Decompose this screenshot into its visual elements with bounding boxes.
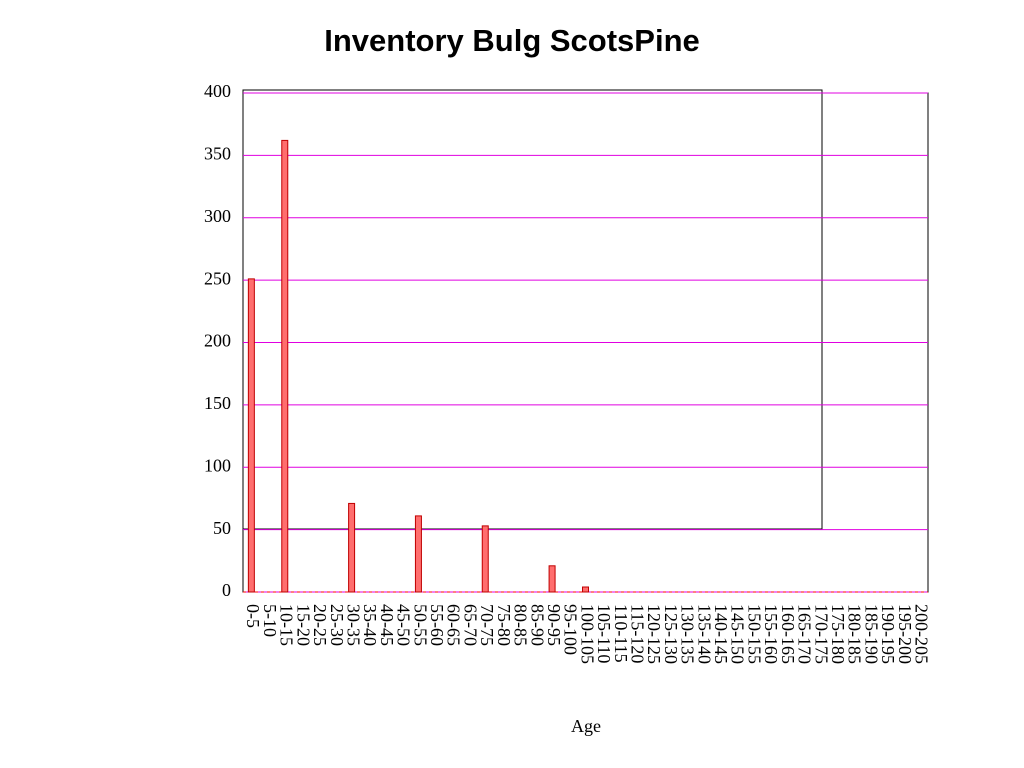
x-tick-label: 40-45 bbox=[377, 604, 397, 646]
x-tick-label: 105-110 bbox=[594, 604, 614, 663]
x-tick-label: 115-120 bbox=[627, 604, 647, 663]
y-tick-label: 50 bbox=[213, 518, 231, 538]
x-tick-label: 185-190 bbox=[861, 604, 881, 664]
x-tick-label: 155-160 bbox=[761, 604, 781, 664]
x-tick-label: 145-150 bbox=[728, 604, 748, 664]
x-tick-label: 160-165 bbox=[778, 604, 798, 664]
bar bbox=[247, 278, 255, 593]
x-tick-label: 80-85 bbox=[511, 604, 531, 646]
x-tick-label: 90-95 bbox=[544, 604, 564, 646]
y-tick-label: 100 bbox=[204, 455, 231, 475]
x-tick-label: 135-140 bbox=[694, 604, 714, 664]
x-tick-label: 30-35 bbox=[343, 604, 363, 646]
y-tick-label: 200 bbox=[204, 331, 231, 351]
bar bbox=[548, 565, 556, 593]
x-tick-label: 50-55 bbox=[410, 604, 430, 646]
y-tick-label: 250 bbox=[204, 268, 231, 288]
x-tick-label: 45-50 bbox=[394, 604, 414, 646]
bar bbox=[348, 502, 356, 593]
x-tick-label: 10-15 bbox=[277, 604, 297, 646]
x-tick-label: 125-130 bbox=[661, 604, 681, 664]
x-tick-label: 180-185 bbox=[845, 604, 865, 664]
x-tick-label: 120-125 bbox=[644, 604, 664, 664]
x-tick-label: 170-175 bbox=[811, 604, 831, 664]
x-tick-label: 5-10 bbox=[260, 604, 280, 637]
x-tick-label: 150-155 bbox=[744, 604, 764, 664]
y-tick-label: 0 bbox=[222, 580, 231, 600]
x-tick-label: 35-40 bbox=[360, 604, 380, 646]
x-tick-label: 20-25 bbox=[310, 604, 330, 646]
x-tick-label: 100-105 bbox=[577, 604, 597, 664]
x-tick-label: 85-90 bbox=[527, 604, 547, 646]
x-tick-label: 130-135 bbox=[678, 604, 698, 664]
x-tick-label: 110-115 bbox=[611, 604, 631, 663]
x-tick-label: 190-195 bbox=[878, 604, 898, 664]
x-tick-label: 0-5 bbox=[243, 604, 263, 628]
y-tick-label: 300 bbox=[204, 206, 231, 226]
x-tick-label: 15-20 bbox=[293, 604, 313, 646]
bar bbox=[582, 586, 589, 593]
x-tick-label: 175-180 bbox=[828, 604, 848, 664]
x-tick-label: 55-60 bbox=[427, 604, 447, 646]
y-tick-label: 350 bbox=[204, 144, 231, 164]
bar bbox=[481, 525, 489, 593]
x-tick-label: 195-200 bbox=[895, 604, 915, 664]
x-tick-label: 65-70 bbox=[460, 604, 480, 646]
x-tick-label: 75-80 bbox=[494, 604, 514, 646]
chart-title: Inventory Bulg ScotsPine bbox=[324, 23, 700, 58]
x-tick-label: 200-205 bbox=[912, 604, 932, 664]
x-axis-label: Age bbox=[571, 716, 601, 736]
y-tick-label: 150 bbox=[204, 393, 231, 413]
y-tick-label: 400 bbox=[204, 81, 231, 101]
x-tick-label: 95-100 bbox=[561, 604, 581, 655]
x-tick-label: 140-145 bbox=[711, 604, 731, 664]
bar bbox=[414, 515, 422, 593]
x-tick-label: 165-170 bbox=[795, 604, 815, 664]
x-tick-label: 70-75 bbox=[477, 604, 497, 646]
x-tick-label: 25-30 bbox=[327, 604, 347, 646]
x-tick-label: 60-65 bbox=[444, 604, 464, 646]
bar bbox=[281, 139, 289, 593]
